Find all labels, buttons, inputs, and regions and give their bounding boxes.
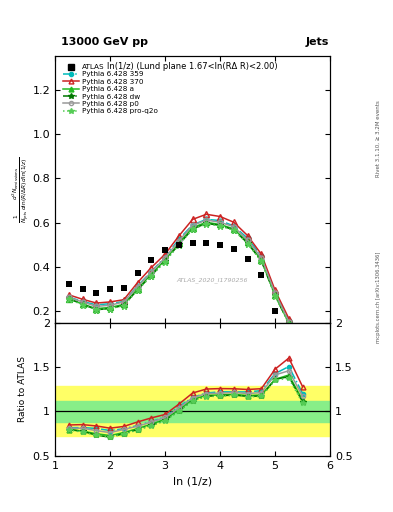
Text: 13000 GeV pp: 13000 GeV pp: [61, 37, 148, 47]
Point: [121, 284, 127, 292]
Point: [299, 337, 306, 346]
Point: [217, 241, 223, 249]
Point: [93, 289, 99, 297]
Point: [148, 257, 154, 265]
Point: [244, 255, 251, 264]
Point: [189, 239, 196, 247]
Point: [272, 307, 278, 315]
Point: [162, 246, 168, 254]
Text: ATLAS_2020_I1790256: ATLAS_2020_I1790256: [176, 277, 248, 283]
Bar: [55, 401, 330, 422]
Text: mcplots.cern.ch [arXiv:1306.3436]: mcplots.cern.ch [arXiv:1306.3436]: [376, 251, 380, 343]
Legend: ATLAS, Pythia 6.428 359, Pythia 6.428 370, Pythia 6.428 a, Pythia 6.428 dw, Pyth: ATLAS, Pythia 6.428 359, Pythia 6.428 37…: [61, 62, 159, 116]
Point: [176, 241, 182, 249]
Point: [79, 285, 86, 293]
Point: [203, 239, 209, 247]
Point: [66, 280, 72, 288]
Point: [107, 285, 113, 293]
X-axis label: ln (1/z): ln (1/z): [173, 476, 212, 486]
Text: Jets: Jets: [306, 37, 329, 47]
Text: Rivet 3.1.10, ≥ 3.2M events: Rivet 3.1.10, ≥ 3.2M events: [376, 100, 380, 177]
Point: [258, 271, 264, 279]
Bar: [55, 387, 330, 436]
Y-axis label: $\frac{1}{N_\mathrm{jets}}\frac{d^2 N_\mathrm{emissions}}{d\ln(R/\Delta R)\,d\ln: $\frac{1}{N_\mathrm{jets}}\frac{d^2 N_\m…: [11, 156, 31, 223]
Text: ln(1/z) (Lund plane 1.67<ln(RΔ R)<2.00): ln(1/z) (Lund plane 1.67<ln(RΔ R)<2.00): [107, 61, 278, 71]
Y-axis label: Ratio to ATLAS: Ratio to ATLAS: [18, 356, 27, 422]
Point: [231, 245, 237, 253]
Point: [134, 268, 141, 276]
Point: [286, 329, 292, 337]
